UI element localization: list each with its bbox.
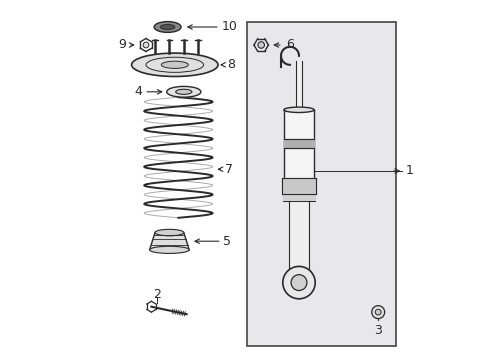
Circle shape <box>143 42 149 48</box>
Ellipse shape <box>160 24 175 30</box>
Text: 10: 10 <box>221 21 238 33</box>
Text: 1: 1 <box>405 165 413 177</box>
Text: 5: 5 <box>223 235 231 248</box>
Text: 4: 4 <box>135 85 143 98</box>
Ellipse shape <box>155 229 184 236</box>
Circle shape <box>375 309 381 315</box>
Polygon shape <box>149 233 189 250</box>
Text: 6: 6 <box>286 39 294 51</box>
Text: 7: 7 <box>225 163 233 176</box>
Text: 8: 8 <box>227 58 235 71</box>
Ellipse shape <box>167 86 201 97</box>
Text: 3: 3 <box>374 324 382 337</box>
Text: 9: 9 <box>118 39 126 51</box>
Circle shape <box>372 306 385 319</box>
Circle shape <box>283 266 315 299</box>
Ellipse shape <box>132 53 218 77</box>
Ellipse shape <box>154 22 181 32</box>
FancyBboxPatch shape <box>247 22 396 346</box>
Ellipse shape <box>176 89 192 94</box>
Ellipse shape <box>284 107 314 112</box>
Ellipse shape <box>161 61 188 68</box>
Circle shape <box>291 275 307 291</box>
Circle shape <box>258 42 265 48</box>
Text: 2: 2 <box>153 288 161 301</box>
Ellipse shape <box>149 246 189 253</box>
